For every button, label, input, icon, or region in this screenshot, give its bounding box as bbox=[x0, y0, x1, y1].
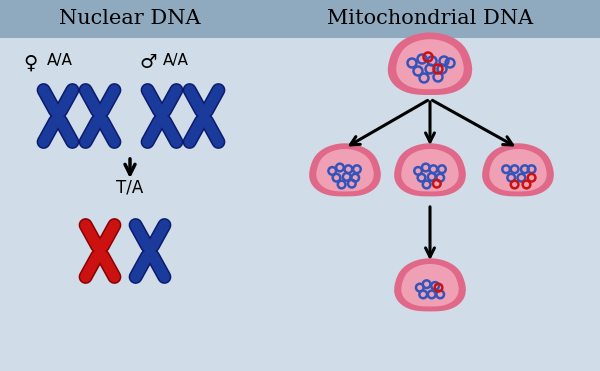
Polygon shape bbox=[401, 264, 458, 306]
Text: Mitochondrial DNA: Mitochondrial DNA bbox=[327, 10, 533, 29]
Text: ♂: ♂ bbox=[139, 53, 157, 72]
Polygon shape bbox=[396, 39, 464, 89]
Bar bbox=[0, 0, 600, 38]
Polygon shape bbox=[394, 258, 466, 311]
Polygon shape bbox=[309, 143, 381, 196]
Polygon shape bbox=[490, 149, 547, 191]
Polygon shape bbox=[316, 149, 374, 191]
Polygon shape bbox=[394, 143, 466, 196]
Polygon shape bbox=[388, 33, 472, 95]
Text: A/A: A/A bbox=[47, 53, 73, 69]
Text: Nuclear DNA: Nuclear DNA bbox=[59, 10, 201, 29]
Polygon shape bbox=[482, 143, 554, 196]
Text: ♀: ♀ bbox=[23, 53, 37, 72]
Text: A/A: A/A bbox=[163, 53, 189, 69]
Polygon shape bbox=[401, 149, 458, 191]
Text: T/A: T/A bbox=[116, 179, 143, 197]
